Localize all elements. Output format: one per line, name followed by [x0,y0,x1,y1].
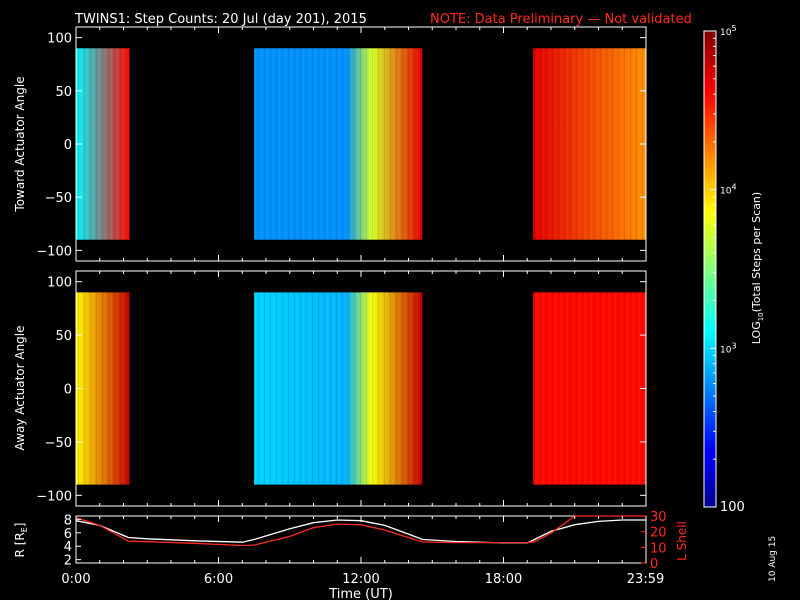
y-tick-label: 0 [64,383,72,398]
x-tick-label: 23:59 [627,572,664,587]
colorbar-gradient [703,30,717,508]
x-tick-label: 18:00 [485,572,522,587]
y-tick-label: 6 [64,527,72,542]
figure-title: TWINS1: Step Counts: 20 Jul (day 201), 2… [74,12,367,27]
y-tick-label: 0 [64,138,72,153]
colorbar-tick-label: 103 [720,341,737,355]
y-tick-label: 30 [650,510,667,525]
y-tick-label: 50 [55,85,72,100]
orbit-lines [75,515,646,547]
x-axis-label: Time (UT) [328,587,393,600]
l-shell-line [75,515,646,547]
y-tick-label: 0 [650,557,658,572]
heatmap-texture [76,292,130,485]
x-tick-label: 0:00 [61,572,90,587]
heatmap-texture [254,48,423,240]
x-axis-ticks: 0:00 6:00 12:00 18:00 23:59 [61,27,664,587]
y-axis-label: Away Actuator Angle [13,325,27,450]
y-tick-label: 4 [64,540,72,555]
y-tick-label: −100 [36,244,72,259]
l-shell-axis-label: L Shell [675,521,689,561]
r-line [75,519,646,544]
heatmap-texture [76,48,130,240]
heatmap-blocks [76,292,646,485]
y-tick-label: 8 [64,513,72,528]
y-axis-ticks: 100 50 0 −50 −100 [36,276,646,504]
colorbar-tick-label: 100 [720,500,745,515]
y-axis-label: Toward Actuator Angle [13,76,27,212]
y-tick-label: 2 [64,554,72,569]
y-tick-label: −100 [36,489,72,504]
colorbar-ticks: 105 104 103 100 [710,24,745,515]
y-tick-label: −50 [45,436,72,451]
y-tick-label: 20 [650,526,667,541]
heatmap-texture [533,292,646,485]
y-tick-label: 10 [650,541,667,556]
y-tick-label: 100 [47,32,72,47]
heatmap-blocks [76,48,646,240]
heatmap-texture [533,48,646,240]
colorbar-tick-label: 105 [720,24,737,38]
x-tick-label: 12:00 [342,572,379,587]
toward-angle-heatmap: 100 50 0 −50 −100 Toward Actuator Angle [13,26,647,262]
colorbar-tick-label: 104 [720,183,737,197]
heatmap-texture [254,292,423,485]
colorbar: 105 104 103 100 LOG10(Total Steps per Scan) [703,24,765,515]
y-axis-ticks: 100 50 0 −50 −100 [36,32,646,259]
date-stamp: 10 Aug 15 [768,535,778,582]
data-preliminary-note: NOTE: Data Preliminary — Not validated [430,12,692,27]
y-tick-label: 50 [55,329,72,344]
y-tick-label: −50 [45,191,72,206]
colorbar-label: LOG10(Total Steps per Scan) [750,192,765,344]
y-tick-label: 100 [47,276,72,291]
away-angle-heatmap: 100 50 0 −50 −100 Away Actuator Angle [13,270,647,507]
x-tick-label: 6:00 [204,572,233,587]
r-axis-label: R [RE] [13,523,29,558]
